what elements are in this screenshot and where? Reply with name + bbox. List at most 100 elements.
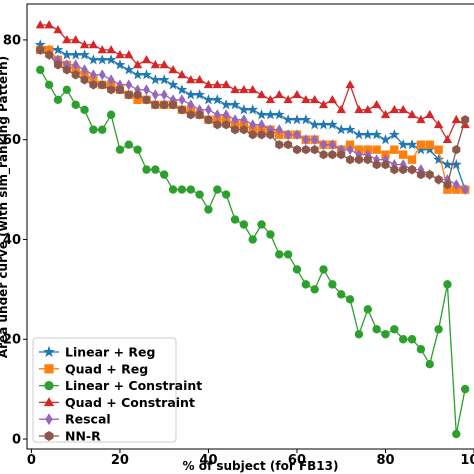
data-point bbox=[149, 74, 161, 85]
data-point bbox=[364, 149, 372, 161]
data-point bbox=[239, 220, 249, 229]
plot-frame bbox=[26, 3, 474, 450]
data-point bbox=[390, 165, 399, 175]
legend-item: Rescal bbox=[39, 412, 111, 427]
data-point bbox=[177, 185, 187, 194]
series-layer bbox=[34, 20, 471, 439]
data-point bbox=[301, 280, 311, 289]
data-point bbox=[61, 49, 73, 60]
data-point bbox=[160, 89, 168, 101]
data-point bbox=[256, 109, 267, 120]
data-point bbox=[34, 39, 46, 50]
data-point bbox=[335, 124, 347, 135]
data-point bbox=[248, 84, 258, 94]
legend-item: Quad + Constraint bbox=[39, 395, 195, 410]
data-point bbox=[434, 174, 443, 185]
data-point bbox=[390, 325, 399, 334]
legend-marker bbox=[43, 345, 55, 358]
data-point bbox=[35, 20, 45, 29]
data-point bbox=[186, 75, 196, 84]
data-point bbox=[221, 190, 231, 199]
data-point bbox=[195, 190, 204, 199]
data-point bbox=[177, 70, 187, 79]
data-point bbox=[451, 114, 461, 124]
data-point bbox=[239, 125, 248, 135]
legend-marker bbox=[44, 430, 54, 442]
data-point bbox=[186, 110, 195, 120]
data-point bbox=[80, 75, 89, 85]
data-point bbox=[151, 89, 159, 101]
data-point bbox=[450, 158, 462, 170]
data-point bbox=[372, 145, 381, 154]
data-point bbox=[346, 155, 355, 165]
data-point bbox=[258, 119, 265, 131]
legend-label: Rescal bbox=[65, 412, 111, 427]
data-point bbox=[52, 44, 64, 55]
data-point bbox=[461, 115, 470, 125]
data-point bbox=[389, 104, 399, 114]
data-point bbox=[442, 158, 453, 170]
data-point bbox=[81, 64, 88, 76]
data-point bbox=[282, 114, 294, 125]
data-point bbox=[310, 145, 319, 155]
data-point bbox=[142, 95, 151, 105]
data-point bbox=[211, 94, 223, 105]
y-tick-label: 0 bbox=[12, 433, 21, 448]
data-point bbox=[337, 150, 346, 160]
data-point bbox=[291, 114, 303, 125]
data-point bbox=[204, 205, 213, 214]
data-point bbox=[159, 60, 169, 69]
data-point bbox=[142, 165, 151, 174]
data-point bbox=[107, 85, 116, 95]
data-point bbox=[88, 40, 99, 49]
data-point bbox=[301, 145, 310, 155]
legend-label: Linear + Constraint bbox=[65, 378, 202, 393]
data-point bbox=[273, 109, 285, 120]
data-point bbox=[238, 104, 250, 115]
legend-item: Linear + Constraint bbox=[39, 378, 202, 393]
data-point bbox=[114, 59, 126, 70]
data-point bbox=[168, 185, 178, 194]
data-point bbox=[354, 104, 364, 114]
data-point bbox=[293, 129, 301, 141]
data-point bbox=[36, 65, 45, 75]
data-point bbox=[300, 114, 312, 125]
data-point bbox=[106, 110, 116, 119]
data-point bbox=[363, 104, 373, 114]
data-point bbox=[133, 145, 142, 154]
data-point bbox=[222, 109, 230, 121]
data-point bbox=[185, 89, 197, 100]
plot-border bbox=[26, 3, 474, 450]
data-point bbox=[416, 169, 425, 180]
legend-label: Linear + Reg bbox=[65, 345, 155, 360]
data-point bbox=[443, 179, 452, 190]
data-point bbox=[265, 94, 276, 104]
y-tick-label: 80 bbox=[3, 33, 21, 48]
data-point bbox=[169, 100, 178, 110]
x-axis-label: % of subject (for FB13) bbox=[183, 459, 339, 473]
series-nn-r bbox=[36, 45, 470, 190]
data-point bbox=[408, 165, 417, 175]
data-point bbox=[363, 305, 372, 314]
data-point bbox=[399, 159, 407, 171]
ticks-layer: 0 20 40 60 80 100 0 20 40 60 80 bbox=[3, 33, 474, 468]
data-point bbox=[44, 80, 54, 90]
data-point bbox=[320, 139, 327, 151]
data-point bbox=[433, 119, 444, 129]
data-point bbox=[407, 155, 417, 164]
data-point bbox=[318, 99, 329, 109]
data-point bbox=[274, 89, 284, 99]
legend-marker bbox=[44, 381, 54, 391]
data-point bbox=[240, 114, 248, 126]
data-point bbox=[220, 99, 232, 110]
data-point bbox=[283, 250, 293, 259]
data-point bbox=[256, 89, 267, 99]
data-point bbox=[204, 115, 213, 125]
data-point bbox=[230, 84, 240, 94]
data-point bbox=[257, 130, 266, 140]
data-point bbox=[267, 124, 274, 136]
data-point bbox=[346, 144, 354, 156]
data-point bbox=[390, 145, 399, 154]
data-point bbox=[239, 84, 249, 94]
data-point bbox=[229, 99, 241, 110]
